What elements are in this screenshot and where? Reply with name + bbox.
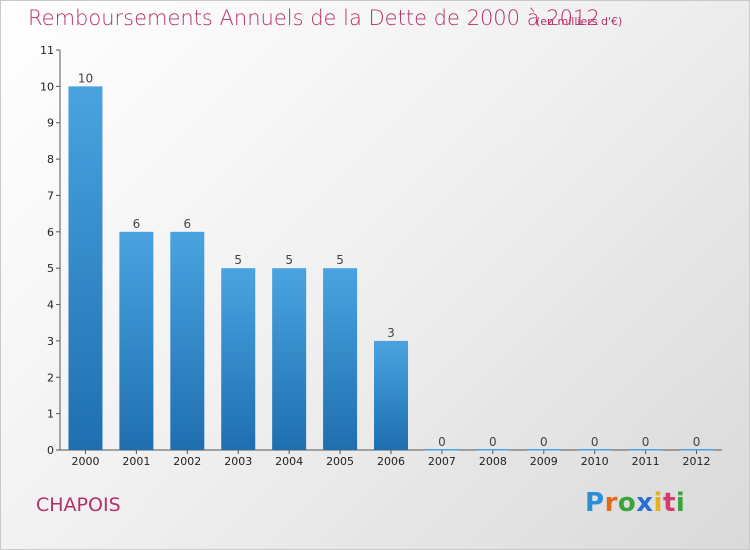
bar <box>628 449 663 451</box>
x-tick-label: 2006 <box>377 455 405 468</box>
x-tick-label: 2001 <box>122 455 150 468</box>
commune-name: CHAPOIS <box>36 494 121 516</box>
data-label: 6 <box>133 217 141 231</box>
y-tick-label: 4 <box>47 299 54 312</box>
y-tick-label: 3 <box>47 335 54 348</box>
y-tick-label: 5 <box>47 262 54 275</box>
bar <box>679 449 714 451</box>
x-tick-label: 2012 <box>683 455 711 468</box>
y-tick-label: 11 <box>40 44 54 57</box>
data-label: 5 <box>234 253 242 267</box>
data-label: 6 <box>183 217 191 231</box>
data-label: 3 <box>387 326 395 340</box>
proxiti-logo[interactable]: Proxiti <box>585 488 686 518</box>
bar <box>526 449 561 451</box>
data-label: 0 <box>642 435 650 449</box>
bar <box>68 86 103 450</box>
data-label: 0 <box>540 435 548 449</box>
data-label: 0 <box>489 435 497 449</box>
x-tick-label: 2011 <box>632 455 660 468</box>
unit-label: (en milliers d'€) <box>536 15 623 28</box>
x-tick-label: 2004 <box>275 455 303 468</box>
bar <box>323 268 358 450</box>
x-tick-label: 2010 <box>581 455 609 468</box>
data-label: 5 <box>285 253 293 267</box>
data-label: 0 <box>693 435 701 449</box>
bar <box>221 268 256 450</box>
y-tick-label: 9 <box>47 117 54 130</box>
y-tick-label: 1 <box>47 408 54 421</box>
y-tick-label: 7 <box>47 189 54 202</box>
data-label: 10 <box>78 71 93 85</box>
bar <box>424 449 459 451</box>
bar <box>272 268 307 450</box>
data-label: 0 <box>591 435 599 449</box>
x-tick-label: 2005 <box>326 455 354 468</box>
x-tick-label: 2007 <box>428 455 456 468</box>
x-tick-label: 2003 <box>224 455 252 468</box>
x-tick-label: 2000 <box>71 455 99 468</box>
y-tick-label: 2 <box>47 371 54 384</box>
y-tick-label: 0 <box>47 444 54 457</box>
x-tick-label: 2002 <box>173 455 201 468</box>
y-tick-label: 10 <box>40 80 54 93</box>
data-label: 0 <box>438 435 446 449</box>
chart-title: Remboursements Annuels de la Dette de 20… <box>28 6 600 30</box>
bar <box>475 449 510 451</box>
bar <box>170 231 205 450</box>
bar <box>119 231 154 450</box>
x-tick-label: 2009 <box>530 455 558 468</box>
bar <box>374 340 408 450</box>
y-tick-label: 8 <box>47 153 54 166</box>
bar <box>577 449 612 451</box>
data-label: 5 <box>336 253 344 267</box>
y-tick-label: 6 <box>47 226 54 239</box>
x-tick-label: 2008 <box>479 455 507 468</box>
